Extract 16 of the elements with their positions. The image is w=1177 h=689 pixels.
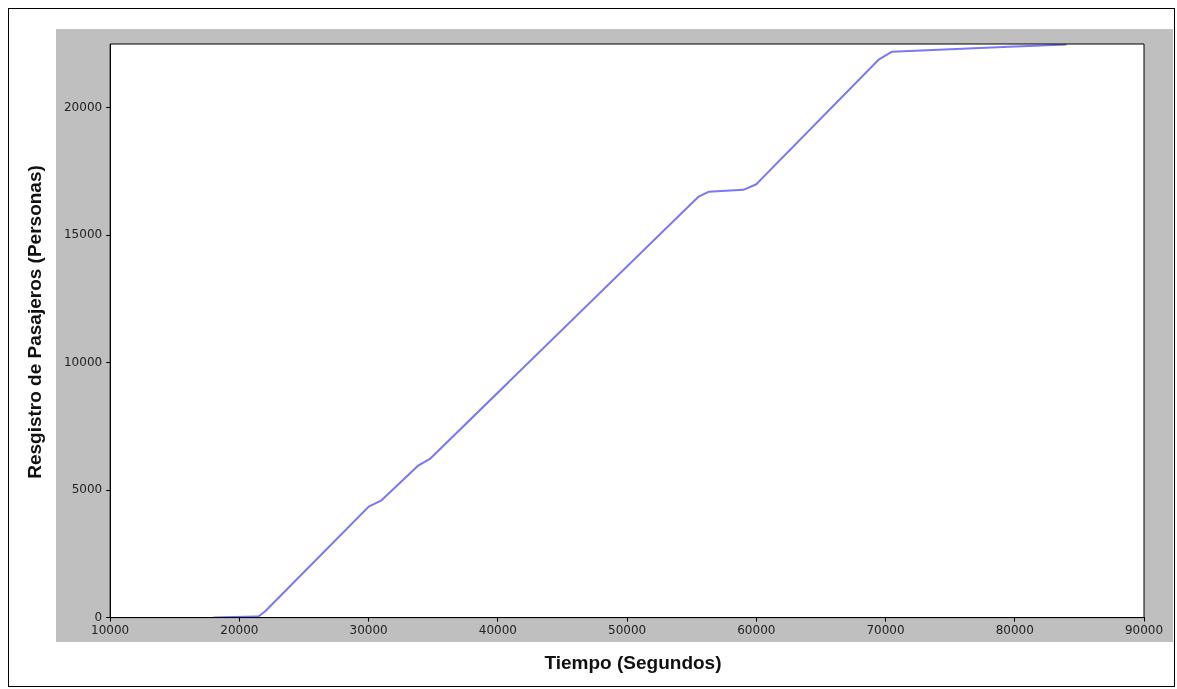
y-tick-label: 5000: [71, 482, 103, 497]
y-tick-label: 10000: [63, 354, 103, 369]
x-tick-label: 30000: [349, 622, 388, 637]
y-axis-title: Resgistro de Pasajeros (Personas): [24, 165, 46, 479]
x-tick-label: 50000: [607, 622, 647, 637]
x-tick-label: 20000: [220, 622, 259, 637]
y-tick-label: 20000: [63, 99, 103, 114]
x-tick-label: 60000: [737, 622, 776, 637]
x-tick-label: 70000: [866, 622, 905, 637]
y-tick-label: 0: [94, 609, 103, 624]
x-tick-label: 40000: [478, 622, 517, 637]
x-tick-label: 80000: [995, 622, 1034, 637]
x-tick-label: 10000: [91, 622, 130, 637]
x-tick-label: 90000: [1124, 622, 1164, 637]
y-tick-label: 15000: [63, 227, 103, 242]
x-axis-title: Tiempo (Segundos): [544, 652, 722, 674]
